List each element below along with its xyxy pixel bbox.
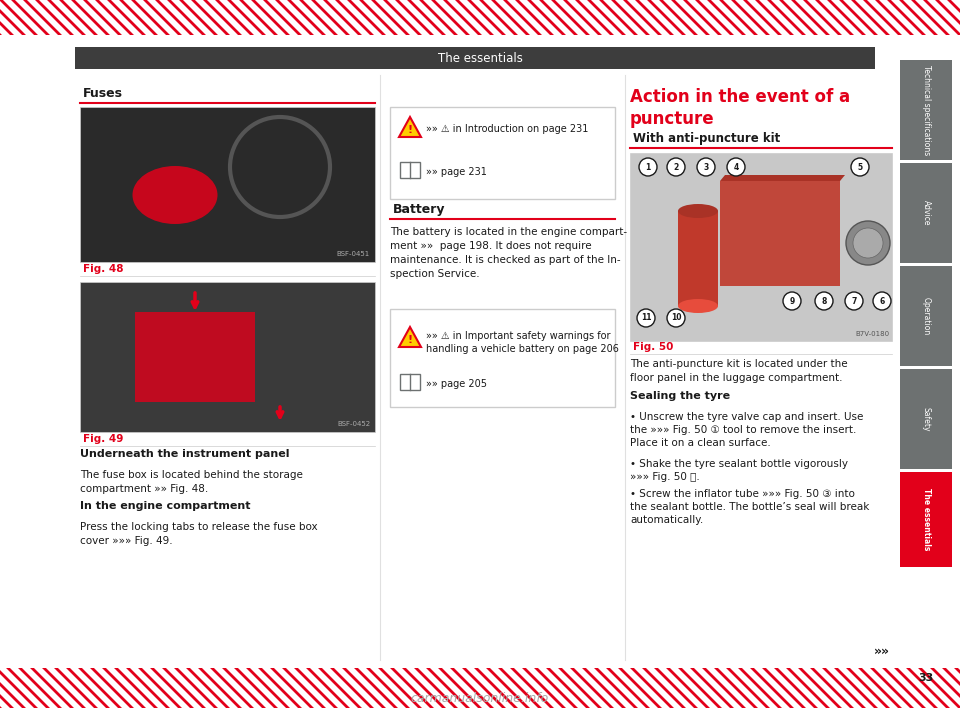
Circle shape — [853, 228, 883, 258]
Circle shape — [845, 292, 863, 310]
Text: Advice: Advice — [922, 200, 930, 226]
Bar — [900, 60, 952, 160]
Circle shape — [639, 158, 657, 176]
Text: Sealing the tyre: Sealing the tyre — [630, 391, 731, 401]
Ellipse shape — [132, 166, 218, 224]
Bar — [678, 211, 718, 306]
Bar — [900, 163, 952, 263]
Text: The essentials: The essentials — [922, 489, 930, 551]
Text: 8: 8 — [822, 297, 827, 305]
Text: Fig. 48: Fig. 48 — [83, 264, 124, 274]
Polygon shape — [399, 327, 421, 347]
Text: 9: 9 — [789, 297, 795, 305]
Bar — [135, 312, 255, 402]
Text: 4: 4 — [733, 163, 738, 171]
Text: Fuses: Fuses — [83, 87, 123, 100]
Text: !: ! — [407, 125, 413, 135]
Circle shape — [667, 158, 685, 176]
Ellipse shape — [678, 299, 718, 313]
Bar — [390, 107, 615, 199]
Circle shape — [667, 309, 685, 327]
Circle shape — [697, 158, 715, 176]
Circle shape — [637, 309, 655, 327]
Text: »»: »» — [874, 645, 890, 658]
Text: »» ⚠ in Introduction on page 231: »» ⚠ in Introduction on page 231 — [426, 124, 588, 134]
Bar — [400, 162, 420, 178]
Ellipse shape — [678, 204, 718, 218]
Text: 7: 7 — [852, 297, 856, 305]
Bar — [630, 153, 892, 341]
Text: 2: 2 — [673, 163, 679, 171]
Bar — [900, 472, 952, 567]
Text: The battery is located in the engine compart-
ment »»  page 198. It does not req: The battery is located in the engine com… — [390, 227, 627, 279]
Text: »» ⚠ in Important safety warnings for
handling a vehicle battery on page 206: »» ⚠ in Important safety warnings for ha… — [426, 331, 619, 354]
Text: Technical specifications: Technical specifications — [922, 65, 930, 155]
Text: BSF-0451: BSF-0451 — [337, 251, 370, 257]
Text: 11: 11 — [640, 314, 651, 323]
Bar — [720, 181, 840, 286]
Text: Fig. 50: Fig. 50 — [633, 342, 673, 352]
Text: BSF-0452: BSF-0452 — [337, 421, 370, 427]
Bar — [400, 374, 420, 390]
Bar — [900, 266, 952, 366]
Text: 33: 33 — [919, 673, 934, 683]
Circle shape — [851, 158, 869, 176]
Text: Action in the event of a
puncture: Action in the event of a puncture — [630, 88, 851, 127]
Text: • Unscrew the tyre valve cap and insert. Use
the »»» Fig. 50 ① tool to remove th: • Unscrew the tyre valve cap and insert.… — [630, 412, 863, 448]
Circle shape — [727, 158, 745, 176]
Text: The fuse box is located behind the storage
compartment »» Fig. 48.: The fuse box is located behind the stora… — [80, 470, 302, 494]
Text: In the engine compartment: In the engine compartment — [80, 501, 251, 511]
Text: The anti-puncture kit is located under the
floor panel in the luggage compartmen: The anti-puncture kit is located under t… — [630, 359, 848, 383]
Text: 1: 1 — [645, 163, 651, 171]
Text: Safety: Safety — [922, 407, 930, 431]
Text: Operation: Operation — [922, 297, 930, 335]
Polygon shape — [720, 175, 845, 181]
Text: Battery: Battery — [393, 203, 445, 216]
Text: Fig. 49: Fig. 49 — [83, 434, 124, 444]
Text: 6: 6 — [879, 297, 884, 305]
Bar — [80, 282, 375, 432]
Text: carmanualsonline.info: carmanualsonline.info — [411, 692, 549, 704]
Text: 5: 5 — [857, 163, 863, 171]
Text: Press the locking tabs to release the fuse box
cover »»» Fig. 49.: Press the locking tabs to release the fu… — [80, 522, 318, 546]
Bar — [75, 47, 875, 69]
Text: B7V-0180: B7V-0180 — [854, 331, 889, 337]
Circle shape — [815, 292, 833, 310]
Circle shape — [873, 292, 891, 310]
Bar — [0, 668, 960, 708]
Bar — [900, 369, 952, 469]
Text: !: ! — [407, 335, 413, 345]
Text: The essentials: The essentials — [438, 52, 522, 64]
Text: »» page 205: »» page 205 — [426, 379, 487, 389]
Text: »» page 231: »» page 231 — [426, 167, 487, 177]
Text: Underneath the instrument panel: Underneath the instrument panel — [80, 449, 290, 459]
Text: 3: 3 — [704, 163, 708, 171]
Circle shape — [846, 221, 890, 265]
Text: • Shake the tyre sealant bottle vigorously
»»» Fig. 50 ⑪.: • Shake the tyre sealant bottle vigorous… — [630, 459, 848, 482]
Text: 10: 10 — [671, 314, 682, 323]
Polygon shape — [399, 117, 421, 137]
Bar — [0, 0, 960, 35]
Text: • Screw the inflator tube »»» Fig. 50 ③ into
the sealant bottle. The bottle’s se: • Screw the inflator tube »»» Fig. 50 ③ … — [630, 489, 870, 525]
Circle shape — [783, 292, 801, 310]
Text: With anti-puncture kit: With anti-puncture kit — [633, 132, 780, 145]
Bar — [80, 107, 375, 262]
Bar — [390, 309, 615, 407]
